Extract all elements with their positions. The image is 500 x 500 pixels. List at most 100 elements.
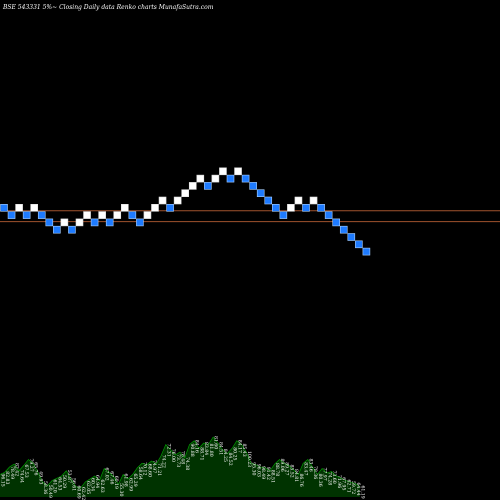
renko-brick-down — [317, 204, 325, 212]
volume-label: 84.25 — [222, 449, 228, 462]
renko-brick-up — [181, 189, 189, 197]
renko-brick-down — [68, 225, 76, 234]
volume-outline — [0, 436, 361, 489]
renko-brick-down — [332, 218, 341, 227]
volume-label: 68.60 — [146, 464, 152, 477]
volume-label: 67.02 — [104, 468, 110, 481]
volume-label: 71.96 — [336, 475, 342, 488]
volume-label: 95.30 — [251, 462, 257, 475]
renko-brick-down — [128, 211, 137, 219]
volume-label: 73.73 — [175, 454, 181, 467]
volume-label: 78.36 — [312, 466, 318, 479]
volume-label: 61.20 — [52, 480, 58, 493]
volume-label: 58.64 — [137, 467, 143, 480]
volume-label: 53.87 — [66, 470, 72, 483]
renko-brick-down — [302, 204, 310, 212]
renko-brick-up — [234, 167, 242, 176]
renko-brick-down — [53, 225, 61, 234]
volume-label: 67.53 — [23, 465, 29, 478]
volume-label: 88.51 — [270, 470, 276, 483]
renko-brick-up — [173, 196, 182, 205]
renko-brick-up — [75, 218, 84, 227]
volume-label: 83.46 — [307, 459, 313, 472]
volume-label: 74.22 — [161, 455, 167, 468]
renko-brick-down — [105, 218, 114, 227]
volume-label: 90.88 — [189, 444, 195, 457]
volume-label: 91.42 — [265, 467, 271, 480]
renko-brick-down — [339, 225, 348, 234]
volume-label: 49.93 — [37, 471, 43, 484]
volume-label: 62.71 — [345, 480, 351, 493]
volume-label: 65.29 — [132, 474, 138, 487]
volume-label: 76.00 — [170, 449, 176, 462]
renko-brick-up — [113, 211, 122, 219]
renko-brick-up — [15, 204, 23, 212]
volume-label: 98.49 — [260, 466, 266, 479]
volume-label: 81.80 — [208, 444, 214, 457]
renko-brick-down — [241, 174, 250, 183]
volume-label: 55.30 — [118, 483, 124, 496]
renko-brick-up — [188, 182, 197, 190]
renko-brick-up — [143, 211, 152, 219]
volume-label: 89.06 — [279, 459, 285, 472]
renko-brick-down — [166, 204, 174, 212]
renko-brick-down — [264, 196, 273, 205]
volume-label: 60.34 — [90, 478, 96, 491]
volume-label: 56.61 — [71, 478, 77, 491]
volume-label: 74.64 — [18, 470, 24, 483]
renko-brick-up — [83, 211, 91, 219]
volume-label: 65.76 — [33, 462, 39, 475]
renko-brick-down — [279, 211, 288, 219]
volume-label: 88.78 — [274, 463, 280, 476]
reference-lines — [0, 210, 500, 223]
renko-bricks — [0, 167, 371, 256]
volume-area — [0, 437, 360, 497]
volume-label: 74.97 — [151, 460, 157, 473]
volume-label: 60.19 — [113, 476, 119, 489]
volume-label: 78.48 — [180, 451, 186, 464]
renko-brick-down — [271, 204, 280, 212]
volume-label: 79.27 — [28, 459, 34, 472]
volume-label: 62.42 — [80, 487, 86, 500]
volume-label: 62.05 — [85, 481, 91, 494]
renko-brick-down — [347, 233, 356, 241]
volume-label: 58.36 — [42, 481, 48, 494]
renko-brick-down — [45, 218, 54, 227]
renko-brick-up — [30, 204, 39, 212]
renko-brick-up — [287, 204, 295, 212]
renko-brick-down — [7, 211, 16, 219]
renko-brick-down — [37, 211, 46, 219]
volume-label: 64.94 — [94, 475, 100, 488]
volume-label: 84.51 — [217, 442, 223, 455]
renko-brick-up — [121, 204, 129, 212]
volume-label: 50.29 — [61, 475, 67, 488]
renko-brick-down — [90, 218, 99, 227]
volume-label: 61.19 — [360, 486, 366, 499]
renko-brick-down — [362, 247, 371, 256]
volume-label: 83.84 — [203, 442, 209, 455]
volume-label: 100.23 — [246, 451, 252, 467]
volume-label: 62.63 — [99, 480, 105, 493]
volume-label: 82.42 — [14, 463, 20, 476]
volume-label: 67.46 — [108, 471, 114, 484]
volume-label: 84.16 — [194, 440, 200, 453]
renko-brick-down — [0, 204, 8, 212]
volume-label: 70.12 — [142, 462, 148, 475]
volume-label: 64.53 — [56, 477, 62, 490]
renko-brick-up — [294, 196, 303, 205]
volume-label: 84.52 — [227, 453, 233, 466]
volume-label: 60.69 — [75, 486, 81, 499]
volume-label: 77.97 — [322, 468, 328, 481]
volume-label: 84.81 — [293, 469, 299, 482]
volume-label: 64.44 — [355, 483, 361, 496]
volume-label: 73.60 — [331, 471, 337, 484]
volume-label: 88.71 — [198, 447, 204, 460]
volume-label: 74.28 — [326, 472, 332, 485]
volume-label: 96.03 — [255, 464, 261, 477]
renko-brick-up — [309, 196, 318, 205]
volume-label: 67.95 — [341, 477, 347, 490]
renko-brick-up — [196, 174, 205, 183]
